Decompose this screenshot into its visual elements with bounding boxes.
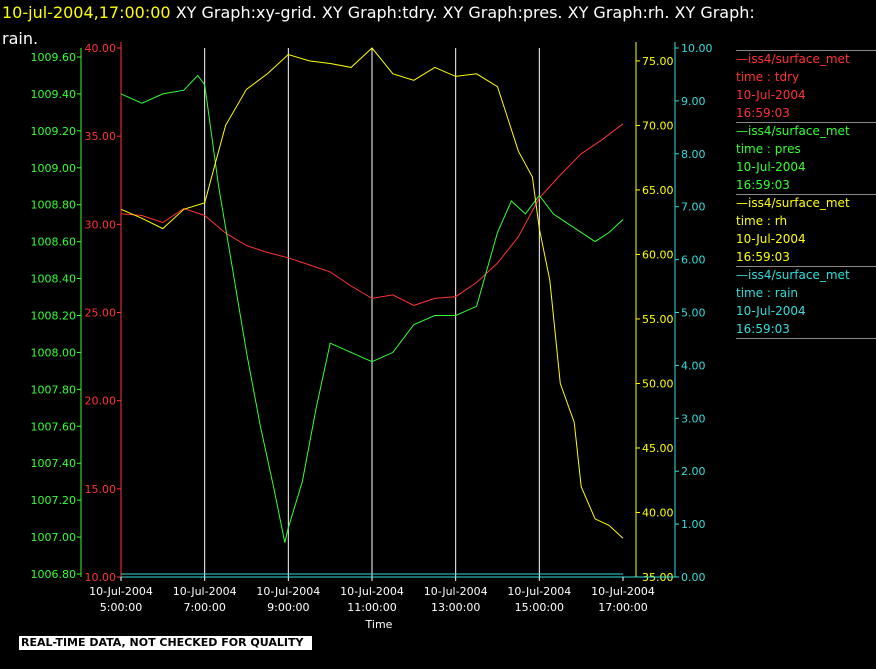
x-tick-label-date: 10-Jul-2004 (591, 585, 655, 598)
x-tick-label-date: 10-Jul-2004 (507, 585, 571, 598)
rain-axis-tick-label: 6.00 (681, 254, 706, 267)
x-tick-label-time: 17:00:00 (598, 601, 647, 614)
rh-axis-tick-label: 45.00 (642, 442, 674, 455)
rain-axis-tick-label: 9.00 (681, 95, 706, 108)
rain-axis-tick-label: 8.00 (681, 148, 706, 161)
rain-axis-tick-label: 10.00 (681, 42, 713, 55)
rh-axis-tick-label: 70.00 (642, 119, 674, 132)
rh-axis-tick-label: 75.00 (642, 55, 674, 68)
legend-separator (736, 266, 876, 267)
pres-axis-tick-label: 1007.40 (31, 457, 77, 470)
legend-label: time : pres (736, 142, 801, 156)
rh-axis-tick-label: 40.00 (642, 506, 674, 519)
legend-label: time : rain (736, 286, 799, 300)
legend-date: 10-Jul-2004 (736, 160, 806, 174)
legend-label: time : tdry (736, 70, 800, 84)
tdry-axis-tick-label: 30.00 (85, 218, 117, 231)
x-tick-label-time: 15:00:00 (515, 601, 564, 614)
legend-separator (736, 194, 876, 195)
tdry-axis-tick-label: 20.00 (85, 395, 117, 408)
pres-axis-tick-label: 1008.60 (31, 236, 77, 249)
pres-series-line (120, 74, 624, 543)
quality-notice: REAL-TIME DATA, NOT CHECKED FOR QUALITY (19, 636, 312, 650)
pres-axis-tick-label: 1009.00 (31, 162, 77, 175)
legend-source: —iss4/surface_met (736, 268, 850, 282)
x-tick-label-time: 7:00:00 (183, 601, 225, 614)
pres-axis-tick-label: 1008.20 (31, 310, 77, 323)
pres-axis-tick-label: 1007.00 (31, 531, 77, 544)
pres-axis-tick-label: 1008.00 (31, 346, 77, 359)
legend-source: —iss4/surface_met (736, 196, 850, 210)
chart-title: 10-jul-2004,17:00:00 XY Graph:xy-grid. X… (2, 3, 755, 22)
legend-date: 10-Jul-2004 (736, 232, 806, 246)
legend-separator (736, 50, 876, 51)
x-tick-label-date: 10-Jul-2004 (89, 585, 153, 598)
x-tick-label-time: 9:00:00 (267, 601, 309, 614)
legend-time: 16:59:03 (736, 178, 790, 192)
legend-date: 10-Jul-2004 (736, 88, 806, 102)
x-axis-label: Time (365, 618, 393, 631)
x-tick-label-date: 10-Jul-2004 (340, 585, 404, 598)
title-timestamp: 10-jul-2004,17:00:00 (2, 3, 171, 22)
pres-axis-tick-label: 1009.40 (31, 88, 77, 101)
rain-axis-tick-label: 1.00 (681, 518, 706, 531)
tdry-axis-tick-label: 10.00 (85, 571, 117, 584)
rh-series-line (120, 47, 624, 539)
pres-axis-tick-label: 1007.20 (31, 494, 77, 507)
x-tick-label-time: 5:00:00 (100, 601, 142, 614)
legend-time: 16:59:03 (736, 322, 790, 336)
pres-axis-tick-label: 1007.60 (31, 420, 77, 433)
tdry-axis-tick-label: 25.00 (85, 307, 117, 320)
rain-axis-tick-label: 3.00 (681, 412, 706, 425)
pres-axis-tick-label: 1009.60 (31, 51, 77, 64)
tdry-axis-tick-label: 15.00 (85, 483, 117, 496)
rh-axis-tick-label: 60.00 (642, 248, 674, 261)
pres-axis-tick-label: 1007.80 (31, 383, 77, 396)
x-tick-label-date: 10-Jul-2004 (424, 585, 488, 598)
rain-axis-tick-label: 4.00 (681, 359, 706, 372)
legend-time: 16:59:03 (736, 106, 790, 120)
pres-axis-tick-label: 1008.80 (31, 199, 77, 212)
chart-title-continued: rain. (2, 29, 39, 48)
legend-source: —iss4/surface_met (736, 52, 850, 66)
rain-axis-tick-label: 7.00 (681, 201, 706, 214)
rain-axis-tick-label: 2.00 (681, 465, 706, 478)
pres-axis-tick-label: 1009.20 (31, 125, 77, 138)
legend-separator (736, 122, 876, 123)
pres-axis-tick-label: 1006.80 (31, 568, 77, 581)
tdry-series-line (120, 123, 624, 306)
tdry-axis-tick-label: 40.00 (85, 42, 117, 55)
x-tick-label-date: 10-Jul-2004 (173, 585, 237, 598)
rh-axis-tick-label: 65.00 (642, 184, 674, 197)
legend-separator (736, 338, 876, 339)
rain-axis-tick-label: 5.00 (681, 307, 706, 320)
pres-axis-tick-label: 1008.40 (31, 273, 77, 286)
legend-source: —iss4/surface_met (736, 124, 850, 138)
legend-time: 16:59:03 (736, 250, 790, 264)
legend-label: time : rh (736, 214, 788, 228)
x-tick-label-time: 13:00:00 (431, 601, 480, 614)
title-graph-list: XY Graph:xy-grid. XY Graph:tdry. XY Grap… (170, 3, 755, 22)
x-tick-label-date: 10-Jul-2004 (256, 585, 320, 598)
rh-axis-tick-label: 55.00 (642, 313, 674, 326)
legend-date: 10-Jul-2004 (736, 304, 806, 318)
x-tick-label-time: 11:00:00 (347, 601, 396, 614)
rain-axis-tick-label: 0.00 (681, 571, 706, 584)
tdry-axis-tick-label: 35.00 (85, 130, 117, 143)
rh-axis-tick-label: 50.00 (642, 377, 674, 390)
